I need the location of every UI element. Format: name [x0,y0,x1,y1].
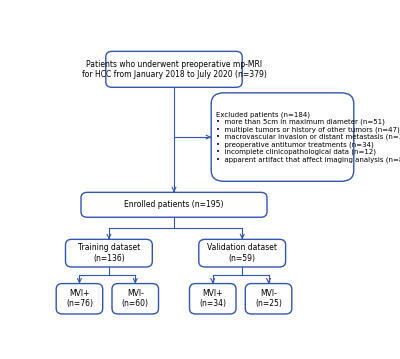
Text: Patients who underwent preoperative mp-MRI
for HCC from January 2018 to July 202: Patients who underwent preoperative mp-M… [82,60,266,79]
FancyBboxPatch shape [211,93,354,181]
Text: MVI-
(n=60): MVI- (n=60) [122,289,149,308]
Text: MVI-
(n=25): MVI- (n=25) [255,289,282,308]
Text: MVI+
(n=34): MVI+ (n=34) [199,289,226,308]
FancyBboxPatch shape [56,284,103,314]
FancyBboxPatch shape [112,284,158,314]
FancyBboxPatch shape [245,284,292,314]
Text: MVI+
(n=76): MVI+ (n=76) [66,289,93,308]
Text: Excluded patients (n=184)
•  more than 5cm in maximum diameter (n=51)
•  multipl: Excluded patients (n=184) • more than 5c… [216,111,400,163]
Text: Training dataset
(n=136): Training dataset (n=136) [78,243,140,263]
FancyBboxPatch shape [66,239,152,267]
Text: Enrolled patients (n=195): Enrolled patients (n=195) [124,200,224,209]
FancyBboxPatch shape [190,284,236,314]
Text: Validation dataset
(n=59): Validation dataset (n=59) [207,243,277,263]
FancyBboxPatch shape [106,51,242,87]
FancyBboxPatch shape [199,239,286,267]
FancyBboxPatch shape [81,192,267,217]
